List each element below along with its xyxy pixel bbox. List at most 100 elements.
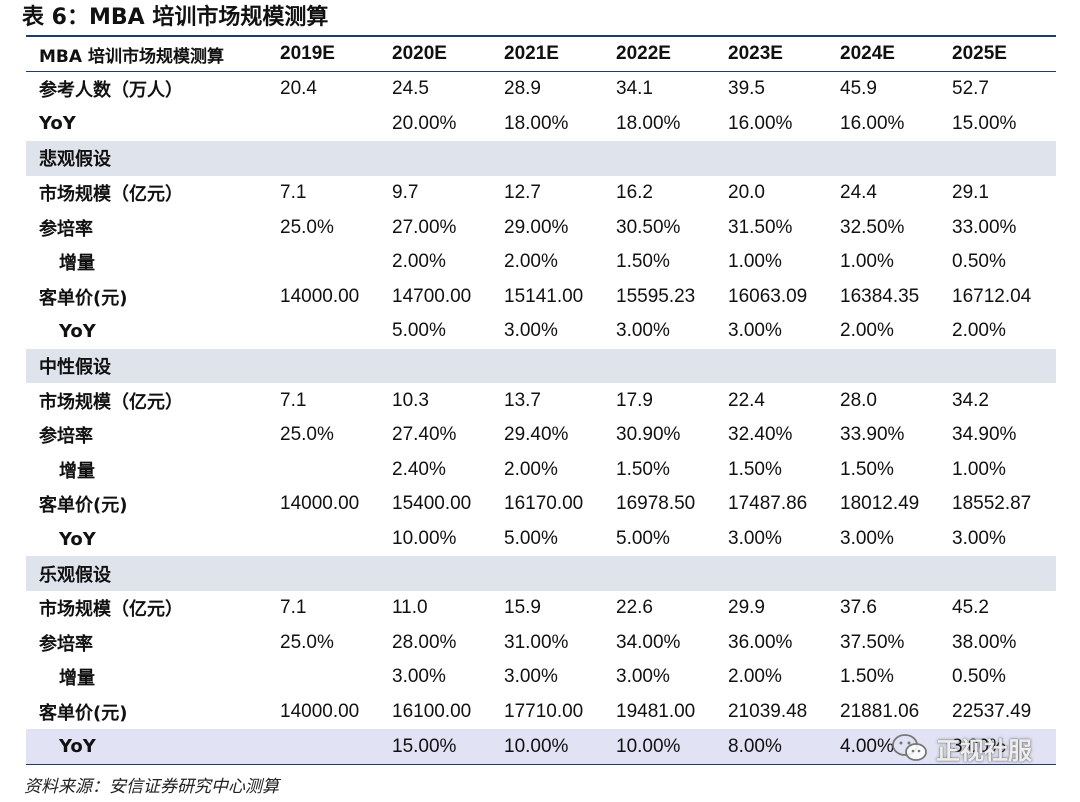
value-cell: 31.00% (504, 631, 569, 653)
value-cell: 1.50% (616, 458, 670, 480)
value-cell: 28.00% (392, 631, 457, 653)
table-row: 市场规模（亿元） 7.1 11.0 15.9 22.6 29.9 37.6 45.2 (26, 591, 1056, 626)
value-cell: 2.00% (840, 320, 894, 342)
value-cell: 1.50% (840, 666, 894, 688)
table-row: 参培率 25.0% 27.40% 29.40% 30.90% 32.40% 33.90% 34… (26, 418, 1056, 453)
value-cell: 16170.00 (504, 493, 584, 515)
value-cell: 3.00% (616, 320, 670, 342)
value-cell: 1.00% (728, 251, 782, 273)
value-cell: 32.50% (840, 216, 905, 238)
row-label: 客单价(元) (39, 287, 128, 309)
value-cell: 34.90% (952, 424, 1017, 446)
value-cell: 4.00% (840, 735, 894, 757)
value-cell: 2.00% (728, 666, 782, 688)
table-row: 客单价(元) 14000.00 16100.00 17710.00 19481.00 21… (26, 695, 1056, 730)
value-cell: 15.9 (504, 597, 541, 619)
section-row: 乐观假设 (26, 556, 1056, 591)
value-cell: 22.6 (616, 597, 653, 619)
value-cell: 19481.00 (616, 700, 696, 722)
value-cell: 1.00% (952, 458, 1006, 480)
value-cell: 10.3 (392, 389, 429, 411)
value-cell: 29.9 (728, 597, 765, 619)
value-cell: 30.90% (616, 424, 681, 446)
value-cell: 37.50% (840, 631, 905, 653)
value-cell: 1.50% (840, 458, 894, 480)
header-rule (26, 71, 1056, 72)
value-cell: 52.7 (952, 78, 989, 100)
value-cell: 2.00% (952, 320, 1006, 342)
value-cell: 3.00% (504, 320, 558, 342)
value-cell: 2.40% (392, 458, 446, 480)
value-cell: 16.00% (728, 112, 793, 134)
table-row: 增量 2.00% 2.00% 1.50% 1.00% 1.00% 0.50% (26, 245, 1056, 280)
value-cell: 32.40% (728, 424, 793, 446)
section-row: 悲观假设 (26, 141, 1056, 176)
value-cell: 3.00% (728, 528, 782, 550)
table-row: 客单价(元) 14000.00 14700.00 15141.00 15595.23 16… (26, 280, 1056, 315)
header-cell: 2023E (728, 43, 783, 64)
table-row: 参培率 25.0% 28.00% 31.00% 34.00% 36.00% 37.50% 38… (26, 626, 1056, 661)
row-label: YoY (59, 736, 96, 758)
value-cell: 33.00% (952, 216, 1017, 238)
value-cell: 3.00% (840, 528, 894, 550)
table-row: YoY 15.00% 10.00% 10.00% 8.00% 4.00% 3.00% (26, 729, 1056, 764)
value-cell: 14000.00 (280, 700, 360, 722)
table-row: 市场规模（亿元） 7.1 10.3 13.7 17.9 22.4 28.0 34.2 (26, 383, 1056, 418)
row-label: 市场规模（亿元） (39, 599, 183, 621)
row-label: 参考人数（万人） (39, 80, 183, 102)
row-label: 客单价(元) (39, 702, 128, 724)
row-label: 参培率 (39, 633, 93, 655)
value-cell: 20.00% (392, 112, 457, 134)
value-cell: 5.00% (392, 320, 446, 342)
value-cell: 25.0% (280, 631, 334, 653)
value-cell: 16384.35 (840, 285, 920, 307)
value-cell: 5.00% (504, 528, 558, 550)
value-cell: 2.00% (504, 458, 558, 480)
value-cell: 8.00% (728, 735, 782, 757)
value-cell: 34.1 (616, 78, 653, 100)
table-row: 参考人数（万人） 20.4 24.5 28.9 34.1 39.5 45.9 52.7 (26, 72, 1056, 107)
value-cell: 18552.87 (952, 493, 1032, 515)
value-cell: 16978.50 (616, 493, 696, 515)
table-row: 参培率 25.0% 27.00% 29.00% 30.50% 31.50% 32.50% 33… (26, 210, 1056, 245)
value-cell: 28.9 (504, 78, 541, 100)
value-cell: 37.6 (840, 597, 877, 619)
value-cell: 16712.04 (952, 285, 1032, 307)
value-cell: 14000.00 (280, 493, 360, 515)
wechat-icon (892, 734, 927, 761)
watermark: 正视社服 (890, 732, 1032, 765)
value-cell: 14000.00 (280, 285, 360, 307)
value-cell: 0.50% (952, 251, 1006, 273)
table-row: 客单价(元) 14000.00 15400.00 16170.00 16978.50 17… (26, 487, 1056, 522)
value-cell: 0.50% (952, 666, 1006, 688)
value-cell: 22537.49 (952, 700, 1032, 722)
value-cell: 38.00% (952, 631, 1017, 653)
value-cell: 12.7 (504, 182, 541, 204)
header-cell: 2020E (392, 43, 447, 64)
value-cell: 7.1 (280, 389, 307, 411)
table-title: 表 6：MBA 培训市场规模测算 (22, 5, 329, 30)
value-cell: 15595.23 (616, 285, 696, 307)
value-cell: 34.2 (952, 389, 989, 411)
value-cell: 20.0 (728, 182, 765, 204)
section-row: 中性假设 (26, 348, 1056, 384)
value-cell: 36.00% (728, 631, 793, 653)
header-row: MBA 培训市场规模测算 2019E 2020E 2021E 2022E 202… (26, 37, 1056, 71)
top-rule (26, 35, 1056, 37)
value-cell: 17710.00 (504, 700, 584, 722)
value-cell: 7.1 (280, 182, 307, 204)
table-row: YoY 10.00% 5.00% 5.00% 3.00% 3.00% 3.00% (26, 522, 1056, 557)
value-cell: 15400.00 (392, 493, 472, 515)
value-cell: 1.00% (840, 251, 894, 273)
value-cell: 16063.09 (728, 285, 808, 307)
value-cell: 5.00% (616, 528, 670, 550)
value-cell: 2.00% (504, 251, 558, 273)
value-cell: 3.00% (392, 666, 446, 688)
value-cell: 16100.00 (392, 700, 472, 722)
value-cell: 30.50% (616, 216, 681, 238)
header-cell: 2022E (616, 43, 671, 64)
value-cell: 33.90% (840, 424, 905, 446)
row-label: 增量 (59, 668, 95, 690)
value-cell: 10.00% (616, 735, 681, 757)
source-note: 资料来源：安信证券研究中心测算 (24, 777, 279, 797)
